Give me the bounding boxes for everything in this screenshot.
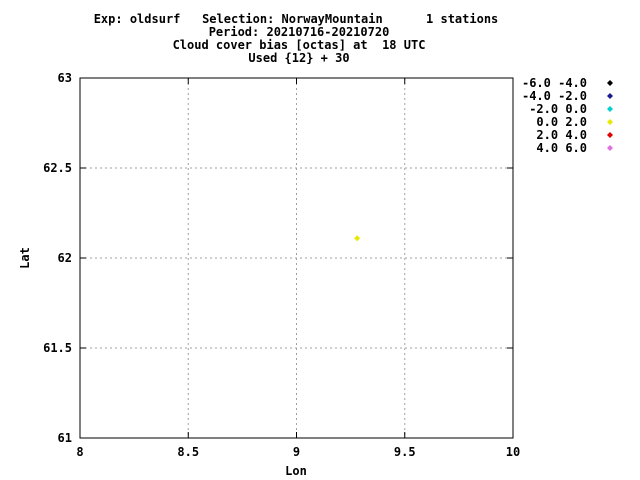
- legend-label: 4.0 6.0: [536, 141, 587, 155]
- title-line-1: Exp: oldsurf Selection: NorwayMountain 1…: [94, 12, 499, 26]
- x-axis: 8 8.5 9 9.5 10: [76, 78, 520, 459]
- y-tick-label: 62: [58, 251, 72, 265]
- legend-marker: [607, 145, 613, 151]
- legend-label: -2.0 0.0: [529, 102, 587, 116]
- legend-marker: [607, 80, 613, 86]
- legend-marker: [607, 132, 613, 138]
- legend: -6.0 -4.0-4.0 -2.0-2.0 0.00.0 2.02.0 4.0…: [522, 76, 613, 155]
- title-line-3: Cloud cover bias [octas] at 18 UTC: [173, 38, 426, 52]
- chart-title: Exp: oldsurf Selection: NorwayMountain 1…: [94, 12, 499, 65]
- title-line-4: Used {12} + 30: [248, 51, 349, 65]
- legend-marker: [607, 93, 613, 99]
- y-axis: 61 61.5 62 62.5 63: [43, 71, 513, 445]
- legend-label: 2.0 4.0: [536, 128, 587, 142]
- y-tick-label: 61.5: [43, 341, 72, 355]
- legend-label: -6.0 -4.0: [522, 76, 587, 90]
- legend-label: 0.0 2.0: [536, 115, 587, 129]
- x-axis-label: Lon: [285, 464, 307, 478]
- legend-label: -4.0 -2.0: [522, 89, 587, 103]
- y-tick-label: 61: [58, 431, 72, 445]
- x-tick-label: 9.5: [394, 445, 416, 459]
- title-line-2: Period: 20210716-20210720: [209, 25, 390, 39]
- grid: [80, 78, 513, 438]
- data-points: [354, 235, 361, 242]
- y-tick-label: 62.5: [43, 161, 72, 175]
- x-tick-label: 9: [293, 445, 300, 459]
- x-tick-label: 10: [506, 445, 520, 459]
- x-tick-label: 8: [76, 445, 83, 459]
- data-point: [354, 235, 361, 242]
- y-tick-label: 63: [58, 71, 72, 85]
- legend-marker: [607, 106, 613, 112]
- y-axis-label: Lat: [18, 247, 32, 269]
- legend-marker: [607, 119, 613, 125]
- x-tick-label: 8.5: [177, 445, 199, 459]
